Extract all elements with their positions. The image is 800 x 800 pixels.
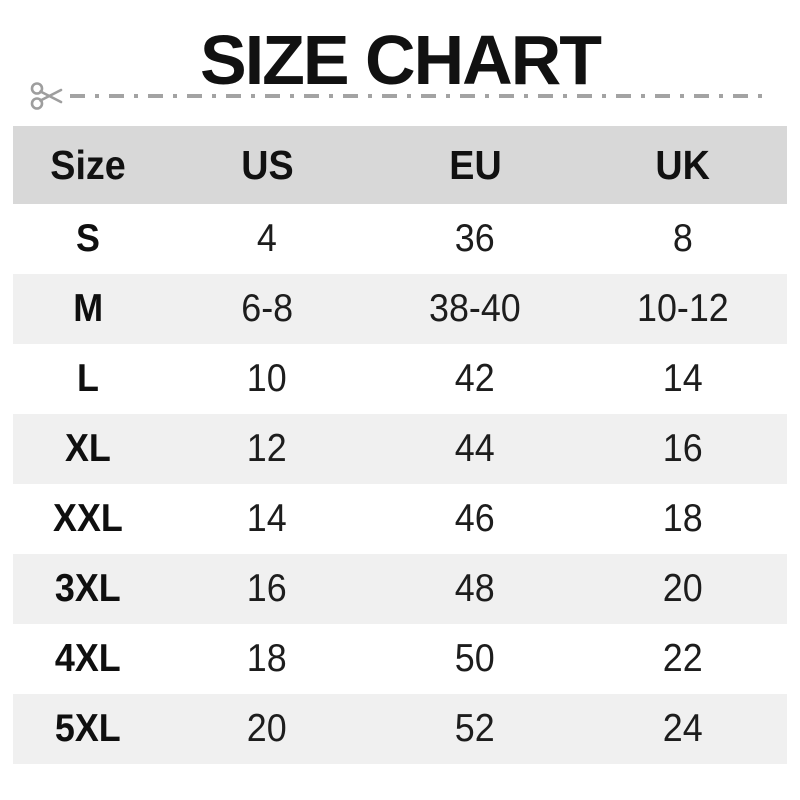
eu-cell: 52 xyxy=(455,707,495,750)
us-cell: 14 xyxy=(247,497,287,540)
header-cell-uk: UK xyxy=(655,141,711,188)
size-cell: M xyxy=(73,287,103,330)
cut-line-divider xyxy=(0,78,800,114)
us-cell: 10 xyxy=(247,357,287,400)
table-row-m: M 6-8 38-40 10-12 xyxy=(13,274,787,344)
us-cell: 6-8 xyxy=(241,287,293,330)
uk-cell: 14 xyxy=(663,357,703,400)
table-row-3xl: 3XL 16 48 20 xyxy=(13,554,787,624)
table-row-4xl: 4XL 18 50 22 xyxy=(13,624,787,694)
size-cell: L xyxy=(77,357,99,400)
uk-cell: 10-12 xyxy=(637,287,729,330)
size-cell: XXL xyxy=(53,497,123,540)
uk-cell: 18 xyxy=(663,497,703,540)
eu-cell: 42 xyxy=(455,357,495,400)
eu-cell: 46 xyxy=(455,497,495,540)
us-cell: 18 xyxy=(247,637,287,680)
dashed-cut-line xyxy=(70,94,766,98)
uk-cell: 16 xyxy=(663,427,703,470)
size-cell: XL xyxy=(65,427,111,470)
eu-cell: 44 xyxy=(455,427,495,470)
us-cell: 4 xyxy=(257,217,277,260)
table-row-5xl: 5XL 20 52 24 xyxy=(13,694,787,764)
us-cell: 12 xyxy=(247,427,287,470)
header-cell-us: US xyxy=(240,141,294,188)
table-row-s: S 4 36 8 xyxy=(13,204,787,274)
table-header-row: Size US EU UK xyxy=(13,126,787,204)
eu-cell: 50 xyxy=(455,637,495,680)
page-title: SIZE CHART xyxy=(200,21,602,99)
us-cell: 16 xyxy=(247,567,287,610)
eu-cell: 38-40 xyxy=(429,287,521,330)
uk-cell: 22 xyxy=(663,637,703,680)
size-cell: S xyxy=(76,217,100,260)
size-cell: 3XL xyxy=(55,567,121,610)
header-cell-size: Size xyxy=(50,141,126,188)
table-row-xl: XL 12 44 16 xyxy=(13,414,787,484)
table-row-xxl: XXL 14 46 18 xyxy=(13,484,787,554)
table-row-l: L 10 42 14 xyxy=(13,344,787,414)
us-cell: 20 xyxy=(247,707,287,750)
uk-cell: 20 xyxy=(663,567,703,610)
uk-cell: 8 xyxy=(673,217,693,260)
header-cell-eu: EU xyxy=(448,141,502,188)
size-cell: 4XL xyxy=(55,637,121,680)
uk-cell: 24 xyxy=(663,707,703,750)
eu-cell: 48 xyxy=(455,567,495,610)
size-table-body: S 4 36 8 M 6-8 38-40 10-12 L 10 42 14 XL… xyxy=(13,204,787,764)
size-table: Size US EU UK S 4 36 8 M 6-8 38-40 10-12… xyxy=(13,126,787,764)
eu-cell: 36 xyxy=(455,217,495,260)
scissors-icon xyxy=(30,82,63,110)
size-cell: 5XL xyxy=(55,707,121,750)
